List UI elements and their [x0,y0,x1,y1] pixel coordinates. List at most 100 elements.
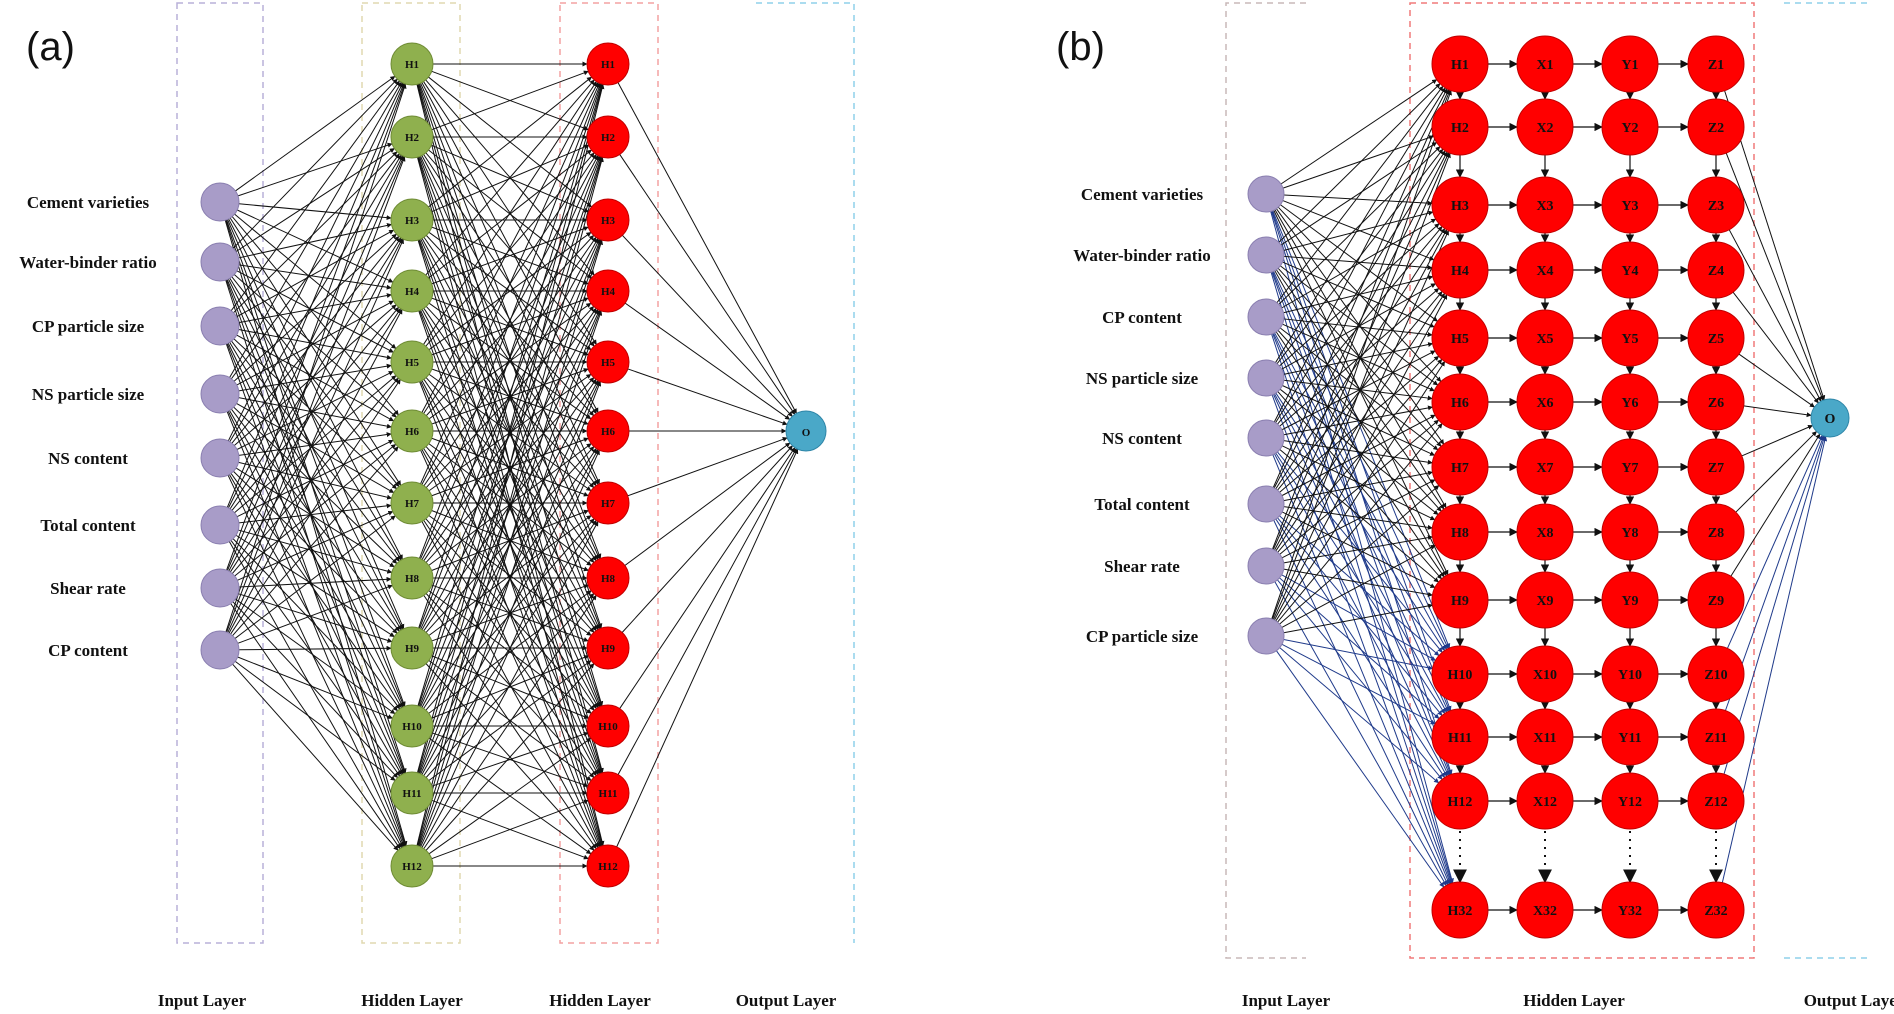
connection-arrow [230,80,400,311]
connection-arrow [227,82,404,442]
connection-arrow [428,76,592,208]
connection-arrow [431,799,589,860]
connection-arrow [417,239,603,847]
connection-arrow [234,213,397,349]
connection-arrow [431,731,589,787]
hidden-node-x2 [1516,98,1574,156]
panel-b-label: (b) [1056,25,1105,69]
hidden1-node-label: H12 [402,861,422,873]
connection-arrow [1279,327,1439,451]
hidden-node-y1 [1601,35,1659,93]
connection-arrow [425,152,595,347]
connection-arrow [233,151,398,314]
panel-a-input-layer-label: Input Layer [158,991,247,1010]
connection-arrow [1277,226,1443,425]
connection-arrow [228,238,403,572]
hidden-node-label: Y32 [1618,904,1642,919]
connection-arrow [1272,210,1451,649]
connection-arrow [1278,146,1441,305]
hidden2-node-label: H4 [601,286,616,298]
connection-arrow [1277,517,1443,716]
connection-arrow [1743,405,1812,418]
connection-arrow [428,660,592,781]
connection-arrow [234,515,396,639]
hidden-node-y4 [1601,241,1659,299]
connection-arrow [1270,211,1454,884]
connection-arrow [1275,361,1446,622]
connection-arrow [1273,88,1448,423]
hidden1-node-label: H7 [405,498,420,510]
hidden-node-y10 [1601,645,1659,703]
hidden-node-label: X4 [1536,264,1553,279]
input-node-shear-rate [1247,547,1285,585]
connection-arrow [1282,135,1435,189]
input-label-shear-rate: Shear rate [1104,557,1180,576]
connection-arrow [233,274,397,418]
connection-arrow [226,155,405,571]
connection-arrow [226,279,405,708]
connection-arrow [224,220,408,847]
hidden2-node-label: H11 [599,788,618,800]
connection-arrow [235,467,395,568]
hidden1-node-label: H4 [405,286,420,298]
connection-arrow [231,377,399,574]
hidden1-node-h10 [390,704,434,748]
hidden-node-label: H12 [1448,795,1473,810]
connection-arrow [418,83,603,629]
panel-a-input-labels: Cement varieties Water-binder ratio CP par… [19,193,156,660]
connection-arrow [226,82,405,508]
connection-arrow [425,235,595,416]
connection-arrow [1723,435,1826,775]
connection-arrow [423,594,597,849]
connection-arrow [235,534,395,638]
panel-a-connections [224,61,799,869]
connection-arrow [627,437,788,497]
connection-arrow [1283,440,1433,465]
connection-arrow [1277,423,1443,623]
connection-arrow [1273,271,1449,650]
connection-arrow [1271,394,1452,885]
hidden2-node-h11 [586,771,630,815]
hidden1-node-h3 [390,198,434,242]
hidden-node-z1 [1687,35,1745,93]
connection-arrow [237,209,394,283]
hidden-node-label: X3 [1536,199,1553,214]
connection-arrow [1272,89,1450,488]
connection-arrow [230,540,401,777]
input-label-cement-varieties: Cement varieties [1081,185,1204,204]
input-label-cp-content: CP content [48,641,128,660]
connection-arrow [1279,577,1440,719]
connection-arrow [428,737,592,855]
connection-arrow [229,237,402,510]
hidden-node-y11 [1601,708,1659,766]
connection-arrow [1275,150,1446,423]
connection-arrow [1274,229,1448,551]
hidden-node-z11 [1687,708,1745,766]
connection-arrow [238,363,392,392]
connection-arrow [225,83,407,633]
connection-arrow [229,81,402,378]
hidden1-node-label: H2 [405,132,420,144]
connection-arrow [421,308,599,630]
connection-arrow [238,264,392,290]
connection-arrow [616,448,799,848]
connection-arrow [419,156,602,629]
hidden-node-x12 [1516,772,1574,830]
connection-arrow [233,233,397,382]
connection-arrow [233,406,398,564]
connection-arrow [1283,535,1433,564]
connection-arrow [1271,333,1453,884]
connection-arrow [1732,291,1819,404]
hidden-node-label: H6 [1451,396,1469,411]
connection-arrow [1283,470,1433,502]
hidden-node-label: X7 [1536,461,1553,476]
connection-arrow [228,278,404,630]
hidden2-node-label: H5 [601,357,616,369]
hidden2-node-label: H8 [601,573,616,585]
connection-arrow [617,82,797,414]
connection-arrow [237,584,393,644]
input-node-cement-varieties [200,182,240,222]
hidden-node-y12 [1601,772,1659,830]
hidden-node-h9 [1431,571,1489,629]
connection-arrow [418,156,603,707]
